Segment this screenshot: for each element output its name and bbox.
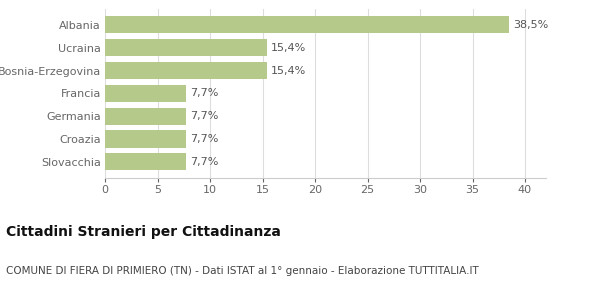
Text: Cittadini Stranieri per Cittadinanza: Cittadini Stranieri per Cittadinanza bbox=[6, 225, 281, 239]
Text: 7,7%: 7,7% bbox=[190, 134, 218, 144]
Text: 7,7%: 7,7% bbox=[190, 88, 218, 98]
Text: 7,7%: 7,7% bbox=[190, 111, 218, 121]
Bar bbox=[105, 153, 186, 170]
Text: 7,7%: 7,7% bbox=[190, 157, 218, 167]
Text: 15,4%: 15,4% bbox=[271, 43, 306, 53]
Bar bbox=[105, 62, 267, 79]
Text: 38,5%: 38,5% bbox=[514, 20, 549, 30]
Bar bbox=[105, 85, 186, 102]
Text: 15,4%: 15,4% bbox=[271, 66, 306, 76]
Bar bbox=[105, 39, 267, 56]
Bar bbox=[105, 130, 186, 148]
Bar bbox=[105, 108, 186, 125]
Bar bbox=[105, 17, 509, 34]
Text: COMUNE DI FIERA DI PRIMIERO (TN) - Dati ISTAT al 1° gennaio - Elaborazione TUTTI: COMUNE DI FIERA DI PRIMIERO (TN) - Dati … bbox=[6, 266, 479, 275]
